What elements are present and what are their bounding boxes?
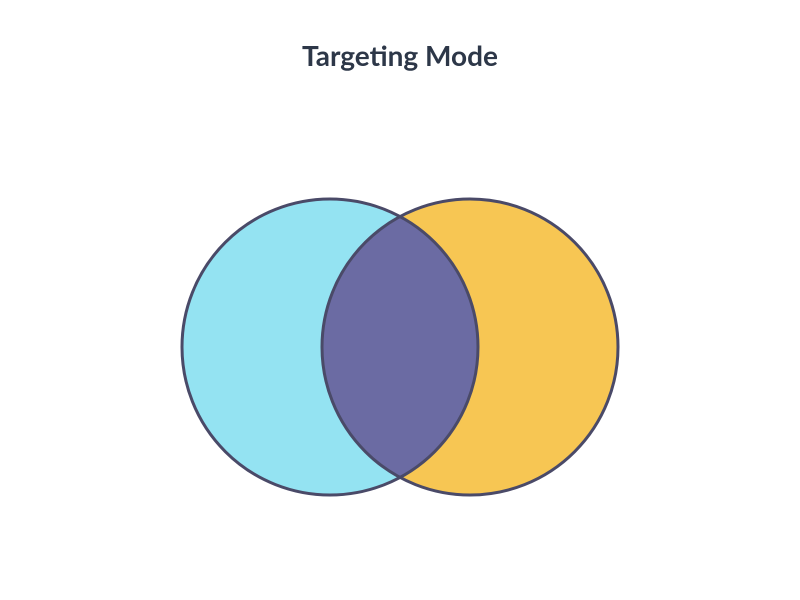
diagram-container: Targeting Mode — [0, 0, 800, 600]
venn-svg — [140, 187, 660, 507]
venn-diagram — [140, 187, 660, 507]
diagram-title: Targeting Mode — [302, 38, 498, 72]
